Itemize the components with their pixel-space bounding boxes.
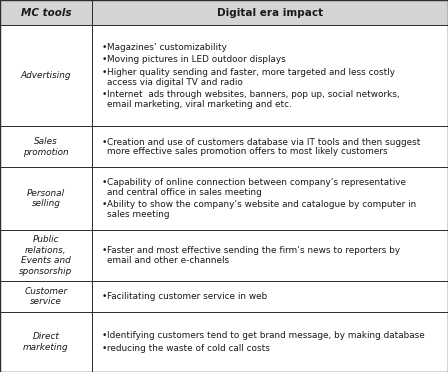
Text: •: • — [102, 292, 107, 301]
Text: Faster and most effective sending the firm’s news to reporters by: Faster and most effective sending the fi… — [107, 246, 400, 255]
Text: •: • — [102, 138, 107, 147]
Bar — [92, 281, 448, 312]
Bar — [0, 126, 92, 167]
Bar — [92, 312, 448, 372]
Bar — [0, 281, 92, 312]
Text: •: • — [102, 178, 107, 187]
Bar — [0, 0, 92, 25]
Text: Customer
service: Customer service — [24, 287, 68, 306]
Text: •: • — [102, 68, 107, 77]
Bar — [0, 167, 92, 230]
Text: Personal
selling: Personal selling — [27, 189, 65, 208]
Text: email and other e-channels: email and other e-channels — [107, 256, 229, 265]
Text: Public
relations,
Events and
sponsorship: Public relations, Events and sponsorship — [19, 235, 73, 276]
Text: •: • — [102, 90, 107, 99]
Text: •: • — [102, 55, 107, 64]
Text: Direct
marketing: Direct marketing — [23, 332, 69, 352]
Text: Advertising: Advertising — [21, 71, 71, 80]
Text: MC tools: MC tools — [21, 8, 71, 17]
Text: Identifying customers tend to get brand message, by making database: Identifying customers tend to get brand … — [107, 331, 425, 340]
Text: •: • — [102, 43, 107, 52]
Bar — [92, 230, 448, 281]
Text: Ability to show the company’s website and catalogue by computer in: Ability to show the company’s website an… — [107, 201, 416, 209]
Text: Moving pictures in LED outdoor displays: Moving pictures in LED outdoor displays — [107, 55, 286, 64]
Text: Creation and use of customers database via IT tools and then suggest: Creation and use of customers database v… — [107, 138, 420, 147]
Text: access via digital TV and radio: access via digital TV and radio — [107, 78, 243, 87]
Text: •: • — [102, 331, 107, 340]
Text: Digital era impact: Digital era impact — [217, 8, 323, 17]
Text: •: • — [102, 344, 107, 353]
Text: •: • — [102, 246, 107, 255]
Text: •: • — [102, 201, 107, 209]
Bar — [92, 25, 448, 126]
Text: sales meeting: sales meeting — [107, 210, 170, 219]
Text: and central office in sales meeting: and central office in sales meeting — [107, 188, 262, 197]
Bar — [92, 0, 448, 25]
Bar — [0, 25, 92, 126]
Text: email marketing, viral marketing and etc.: email marketing, viral marketing and etc… — [107, 100, 292, 109]
Text: more effective sales promotion offers to most likely customers: more effective sales promotion offers to… — [107, 147, 388, 156]
Bar — [92, 126, 448, 167]
Text: Facilitating customer service in web: Facilitating customer service in web — [107, 292, 267, 301]
Text: Higher quality sending and faster, more targeted and less costly: Higher quality sending and faster, more … — [107, 68, 395, 77]
Text: Capability of online connection between company’s representative: Capability of online connection between … — [107, 178, 406, 187]
Bar — [92, 167, 448, 230]
Text: Magazines’ customizability: Magazines’ customizability — [107, 43, 227, 52]
Text: Internet  ads through websites, banners, pop up, social networks,: Internet ads through websites, banners, … — [107, 90, 400, 99]
Bar — [0, 230, 92, 281]
Text: Sales
promotion: Sales promotion — [23, 137, 69, 157]
Bar — [0, 312, 92, 372]
Text: reducing the waste of cold call costs: reducing the waste of cold call costs — [107, 344, 270, 353]
